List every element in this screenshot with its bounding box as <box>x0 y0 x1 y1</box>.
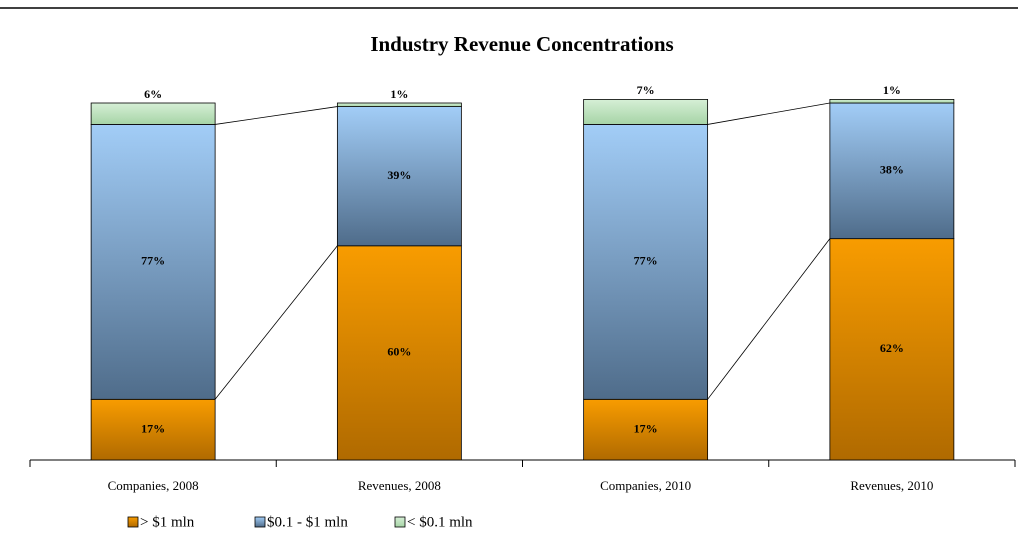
legend-swatch <box>127 516 139 528</box>
bar-segment <box>90 398 216 461</box>
x-tick-label: Companies, 2008 <box>108 478 199 493</box>
value-label: 60% <box>387 345 411 359</box>
bar-segment <box>583 99 709 125</box>
x-tick-label: Revenues, 2010 <box>850 478 933 493</box>
bar-segment <box>829 102 955 240</box>
legend-swatch <box>394 516 406 528</box>
connector <box>707 102 830 125</box>
value-label: 39% <box>387 168 411 182</box>
chart-title: Industry Revenue Concentrations <box>370 32 673 56</box>
bar-segment <box>336 102 462 107</box>
value-label: 77% <box>141 254 165 268</box>
connector <box>707 238 831 400</box>
value-label: 77% <box>634 254 658 268</box>
legend-label: < $0.1 mln <box>407 514 473 530</box>
bar-segment <box>90 124 216 400</box>
bar-segment <box>583 124 709 400</box>
value-label: 7% <box>637 83 655 97</box>
connector <box>215 106 338 125</box>
bar-segment <box>336 106 462 247</box>
bar-segment <box>336 245 462 461</box>
value-label: 1% <box>883 83 901 97</box>
bar-segment <box>90 102 216 125</box>
value-label: 1% <box>390 87 408 101</box>
legend-label: > $1 mln <box>140 514 195 530</box>
legend-label: $0.1 - $1 mln <box>267 514 348 530</box>
value-label: 6% <box>144 87 162 101</box>
x-tick-label: Companies, 2010 <box>600 478 691 493</box>
bar-segment <box>583 398 709 461</box>
connector <box>214 245 338 400</box>
value-label: 62% <box>880 341 904 355</box>
value-label: 38% <box>880 163 904 177</box>
value-label: 17% <box>141 421 165 435</box>
x-tick-label: Revenues, 2008 <box>358 478 441 493</box>
bar-segment <box>829 99 955 104</box>
bar-segment <box>829 238 955 461</box>
legend-swatch <box>254 516 266 528</box>
value-label: 17% <box>634 421 658 435</box>
